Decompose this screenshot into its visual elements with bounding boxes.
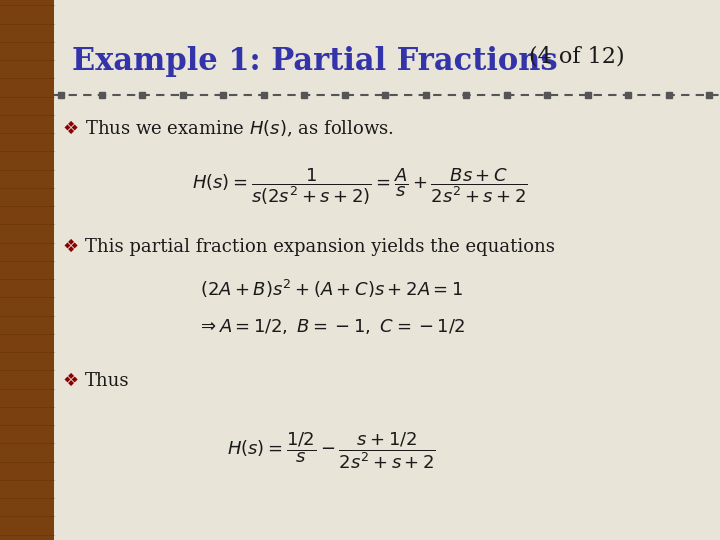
FancyBboxPatch shape bbox=[0, 0, 54, 540]
Text: Thus: Thus bbox=[85, 372, 130, 390]
Text: Example 1: Partial Fractions: Example 1: Partial Fractions bbox=[72, 46, 557, 77]
Text: $H(s) = \dfrac{1}{s\left(2s^2+s+2\right)} = \dfrac{A}{s} + \dfrac{Bs+C}{2s^2+s+2: $H(s) = \dfrac{1}{s\left(2s^2+s+2\right)… bbox=[192, 166, 528, 207]
Text: This partial fraction expansion yields the equations: This partial fraction expansion yields t… bbox=[85, 238, 555, 256]
Text: $\Rightarrow A=1/2,\ B=-1,\ C=-1/2$: $\Rightarrow A=1/2,\ B=-1,\ C=-1/2$ bbox=[197, 317, 465, 336]
Text: Thus we examine $H(s)$, as follows.: Thus we examine $H(s)$, as follows. bbox=[85, 118, 394, 139]
Text: $H(s) = \dfrac{1/2}{s} - \dfrac{s+1/2}{2s^2+s+2}$: $H(s) = \dfrac{1/2}{s} - \dfrac{s+1/2}{2… bbox=[227, 430, 436, 471]
Text: ❖: ❖ bbox=[63, 119, 78, 138]
Text: ❖: ❖ bbox=[63, 238, 78, 256]
Text: ❖: ❖ bbox=[63, 372, 78, 390]
Text: $(2A+B)s^2 + (A+C)s + 2A = 1$: $(2A+B)s^2 + (A+C)s + 2A = 1$ bbox=[199, 278, 463, 300]
Text: (4 of 12): (4 of 12) bbox=[529, 46, 625, 68]
